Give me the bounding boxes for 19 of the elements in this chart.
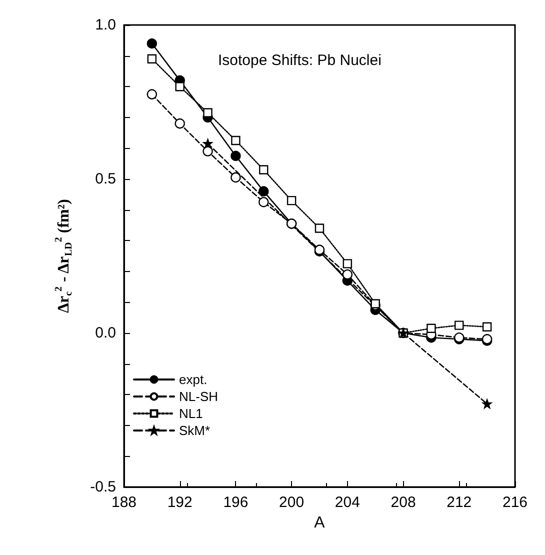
x-tick-label: 204	[334, 494, 360, 511]
legend-label: SkM*	[179, 423, 210, 438]
x-tick-label: 216	[502, 494, 528, 511]
x-tick-label: 200	[279, 494, 304, 511]
y-tick-label: 1.0	[95, 16, 116, 34]
y-tick-label: 0.0	[95, 324, 116, 342]
x-tick-label: 212	[446, 494, 472, 511]
y-axis-title: Δrc2 - ΔrLD2 (fm²)	[54, 198, 74, 314]
legend-label: expt.	[179, 372, 208, 387]
x-tick-label: 192	[167, 494, 192, 511]
text: Isotope Shifts: Pb Nuclei	[218, 52, 382, 69]
x-tick-label: 188	[111, 494, 137, 511]
x-tick-label: 196	[223, 494, 248, 511]
y-tick-label: 0.5	[95, 170, 116, 188]
legend-label: NL1	[179, 406, 203, 421]
y-tick-label: -0.5	[90, 478, 116, 496]
x-tick-label: 208	[390, 494, 416, 511]
legend-label: NL-SH	[179, 389, 218, 404]
x-axis-title: A	[314, 514, 326, 532]
